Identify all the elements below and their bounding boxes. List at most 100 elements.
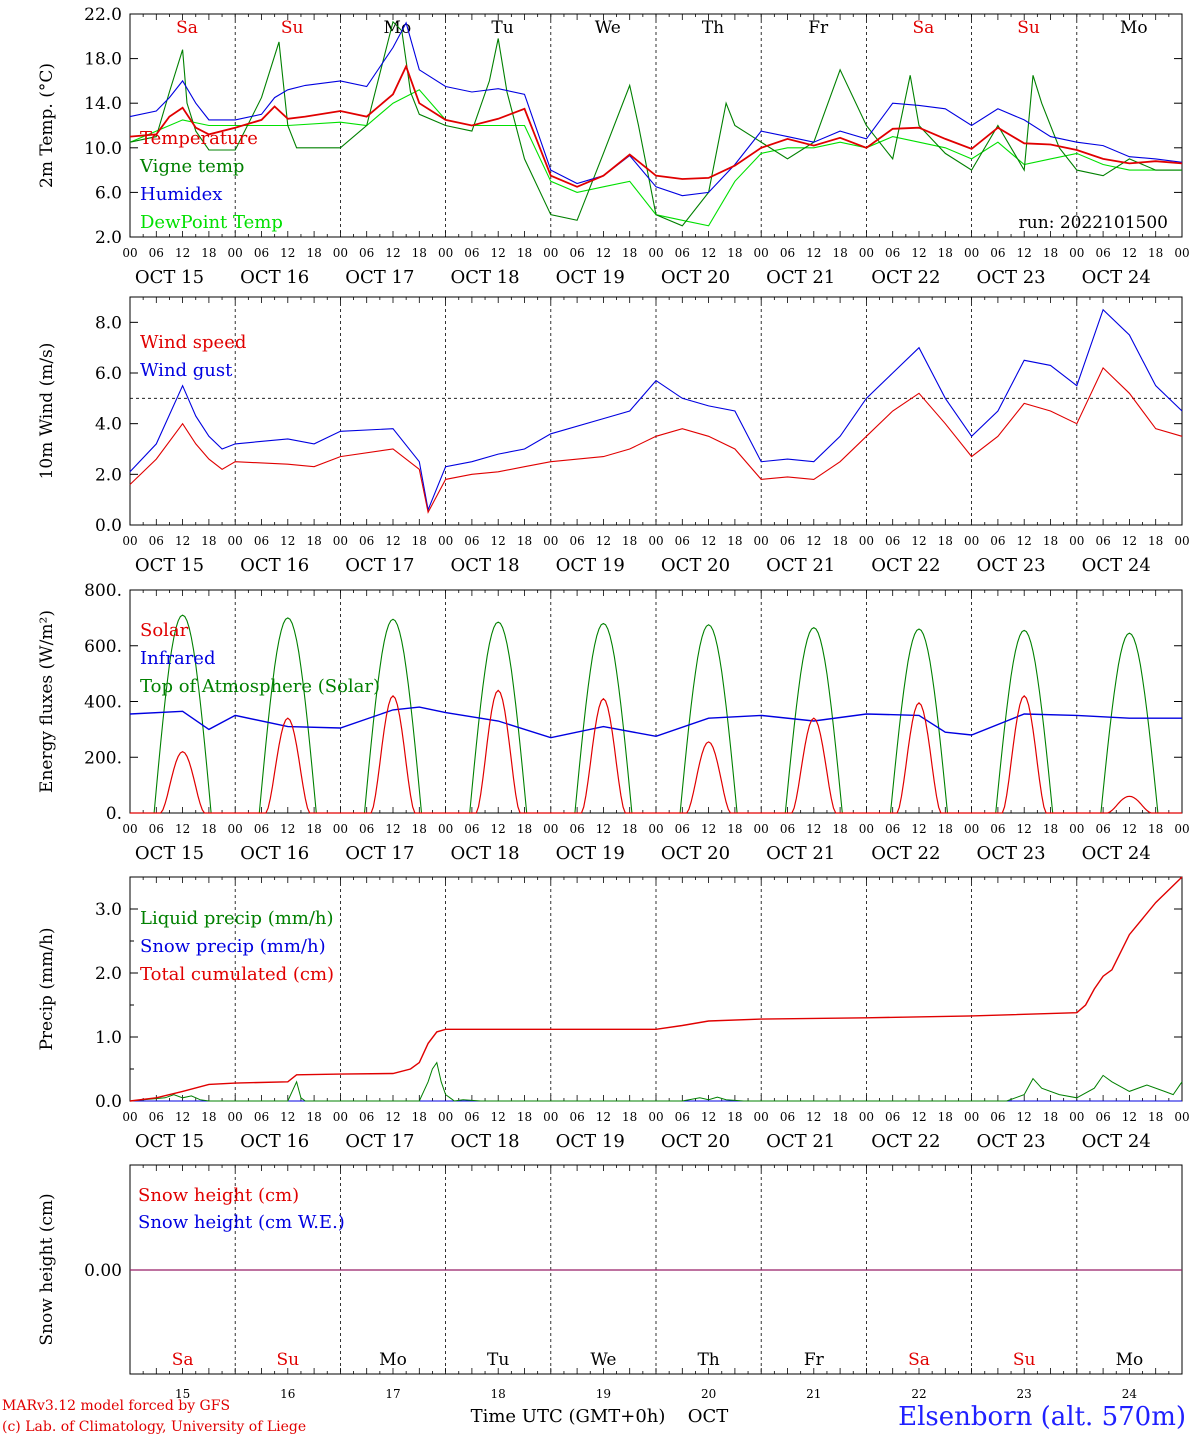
hour-tick-label: 12 bbox=[175, 822, 190, 836]
hour-tick-label: 00 bbox=[754, 534, 769, 548]
hour-tick-label: 00 bbox=[543, 534, 558, 548]
hour-tick-label: 06 bbox=[885, 534, 900, 548]
hour-tick-label: 06 bbox=[1095, 246, 1110, 260]
hour-tick-label: 12 bbox=[1122, 822, 1137, 836]
hour-tick-label: 18 bbox=[622, 534, 637, 548]
date-label: OCT 21 bbox=[766, 555, 835, 576]
date-label: OCT 23 bbox=[976, 555, 1045, 576]
hour-tick-label: 12 bbox=[701, 534, 716, 548]
date-label: OCT 22 bbox=[871, 267, 940, 288]
y-tick-label: 10.0 bbox=[84, 139, 122, 159]
hour-tick-label: 06 bbox=[254, 1110, 269, 1124]
day-abbrev-label: Fr bbox=[808, 18, 829, 38]
hour-tick-label: 06 bbox=[464, 534, 479, 548]
y-tick-label: 400. bbox=[84, 693, 122, 713]
date-label: OCT 17 bbox=[345, 843, 414, 864]
x-axis-title: Time UTC (GMT+0h) bbox=[471, 1406, 666, 1427]
lab-credit: (c) Lab. of Climatology, University of L… bbox=[2, 1419, 307, 1435]
hour-tick-label: 00 bbox=[1174, 246, 1189, 260]
day-abbrev-label: Th bbox=[702, 18, 724, 38]
hour-tick-label: 18 bbox=[938, 534, 953, 548]
date-label: OCT 24 bbox=[1082, 267, 1151, 288]
hour-tick-label: 00 bbox=[1174, 534, 1189, 548]
hour-tick-label: 18 bbox=[306, 246, 321, 260]
day-number-label: 24 bbox=[1122, 1387, 1138, 1401]
date-label: OCT 20 bbox=[661, 1131, 730, 1152]
hour-tick-label: 00 bbox=[859, 246, 874, 260]
hour-tick-label: 00 bbox=[333, 534, 348, 548]
hour-tick-label: 18 bbox=[622, 1110, 637, 1124]
hour-tick-label: 00 bbox=[1069, 822, 1084, 836]
hour-tick-label: 12 bbox=[280, 246, 295, 260]
hour-tick-label: 18 bbox=[1043, 246, 1058, 260]
hour-tick-label: 06 bbox=[149, 822, 164, 836]
date-label: OCT 19 bbox=[556, 1131, 625, 1152]
legend-entry: Wind speed bbox=[140, 332, 246, 353]
date-label: OCT 24 bbox=[1082, 843, 1151, 864]
legend-entry: Top of Atmosphere (Solar) bbox=[140, 676, 380, 697]
day-abbrev-label: Th bbox=[697, 1350, 719, 1370]
hour-tick-label: 18 bbox=[306, 534, 321, 548]
hour-tick-label: 18 bbox=[622, 246, 637, 260]
hour-tick-label: 18 bbox=[832, 246, 847, 260]
hour-tick-label: 06 bbox=[990, 534, 1005, 548]
date-label: OCT 15 bbox=[135, 555, 204, 576]
y-tick-label: 2.0 bbox=[95, 228, 122, 248]
hour-tick-label: 18 bbox=[832, 534, 847, 548]
hour-tick-label: 12 bbox=[385, 1110, 400, 1124]
hour-tick-label: 06 bbox=[254, 246, 269, 260]
hour-tick-label: 00 bbox=[228, 822, 243, 836]
date-label: OCT 20 bbox=[661, 555, 730, 576]
day-number-label: 22 bbox=[911, 1387, 926, 1401]
date-label: OCT 17 bbox=[345, 267, 414, 288]
hour-tick-label: 12 bbox=[806, 1110, 821, 1124]
station-name: Elsenborn (alt. 570m) bbox=[898, 1402, 1186, 1432]
hour-tick-label: 18 bbox=[517, 534, 532, 548]
date-label: OCT 15 bbox=[135, 843, 204, 864]
y-tick-label: 600. bbox=[84, 637, 122, 657]
y-tick-label: 2.0 bbox=[95, 964, 122, 984]
hour-tick-label: 12 bbox=[491, 246, 506, 260]
day-abbrev-label: Su bbox=[1013, 1350, 1036, 1370]
y-tick-label: 0.00 bbox=[84, 1261, 122, 1281]
hour-tick-label: 00 bbox=[122, 1110, 137, 1124]
hour-tick-label: 00 bbox=[648, 822, 663, 836]
panel-2: 00 06 12 18 OCT 15 00 06 12 18 OCT 16 00 06 12 18 OCT … bbox=[37, 296, 1190, 576]
series-line-infrared bbox=[129, 706, 1182, 739]
day-number-label: 15 bbox=[175, 1387, 190, 1401]
y-tick-label: 2.0 bbox=[95, 465, 122, 485]
hour-tick-label: 06 bbox=[675, 822, 690, 836]
hour-tick-label: 00 bbox=[543, 822, 558, 836]
hour-tick-label: 12 bbox=[911, 822, 926, 836]
hour-tick-label: 06 bbox=[569, 822, 584, 836]
hour-tick-label: 12 bbox=[701, 1110, 716, 1124]
date-label: OCT 23 bbox=[976, 267, 1045, 288]
hour-tick-label: 06 bbox=[1095, 822, 1110, 836]
model-credit: MARv3.12 model forced by GFS bbox=[2, 1398, 231, 1414]
date-label: OCT 21 bbox=[766, 1131, 835, 1152]
hour-tick-label: 12 bbox=[280, 822, 295, 836]
hour-tick-label: 00 bbox=[122, 822, 137, 836]
hour-tick-label: 00 bbox=[964, 1110, 979, 1124]
date-label: OCT 23 bbox=[976, 1131, 1045, 1152]
hour-tick-label: 18 bbox=[201, 1110, 216, 1124]
hour-tick-label: 12 bbox=[806, 822, 821, 836]
hour-tick-label: 06 bbox=[885, 1110, 900, 1124]
hour-tick-label: 18 bbox=[1043, 534, 1058, 548]
y-tick-label: 14.0 bbox=[84, 94, 122, 114]
hour-tick-label: 06 bbox=[780, 534, 795, 548]
date-label: OCT 16 bbox=[240, 267, 309, 288]
hour-tick-label: 00 bbox=[754, 822, 769, 836]
hour-tick-label: 12 bbox=[1017, 246, 1032, 260]
hour-tick-label: 06 bbox=[569, 246, 584, 260]
date-label: OCT 18 bbox=[450, 555, 519, 576]
date-label: OCT 24 bbox=[1082, 1131, 1151, 1152]
date-label: OCT 24 bbox=[1082, 555, 1151, 576]
hour-tick-label: 00 bbox=[648, 534, 663, 548]
hour-tick-label: 06 bbox=[149, 246, 164, 260]
hour-tick-label: 18 bbox=[517, 246, 532, 260]
date-label: OCT 17 bbox=[345, 555, 414, 576]
date-label: OCT 22 bbox=[871, 843, 940, 864]
hour-tick-label: 18 bbox=[412, 822, 427, 836]
hour-tick-label: 18 bbox=[412, 1110, 427, 1124]
